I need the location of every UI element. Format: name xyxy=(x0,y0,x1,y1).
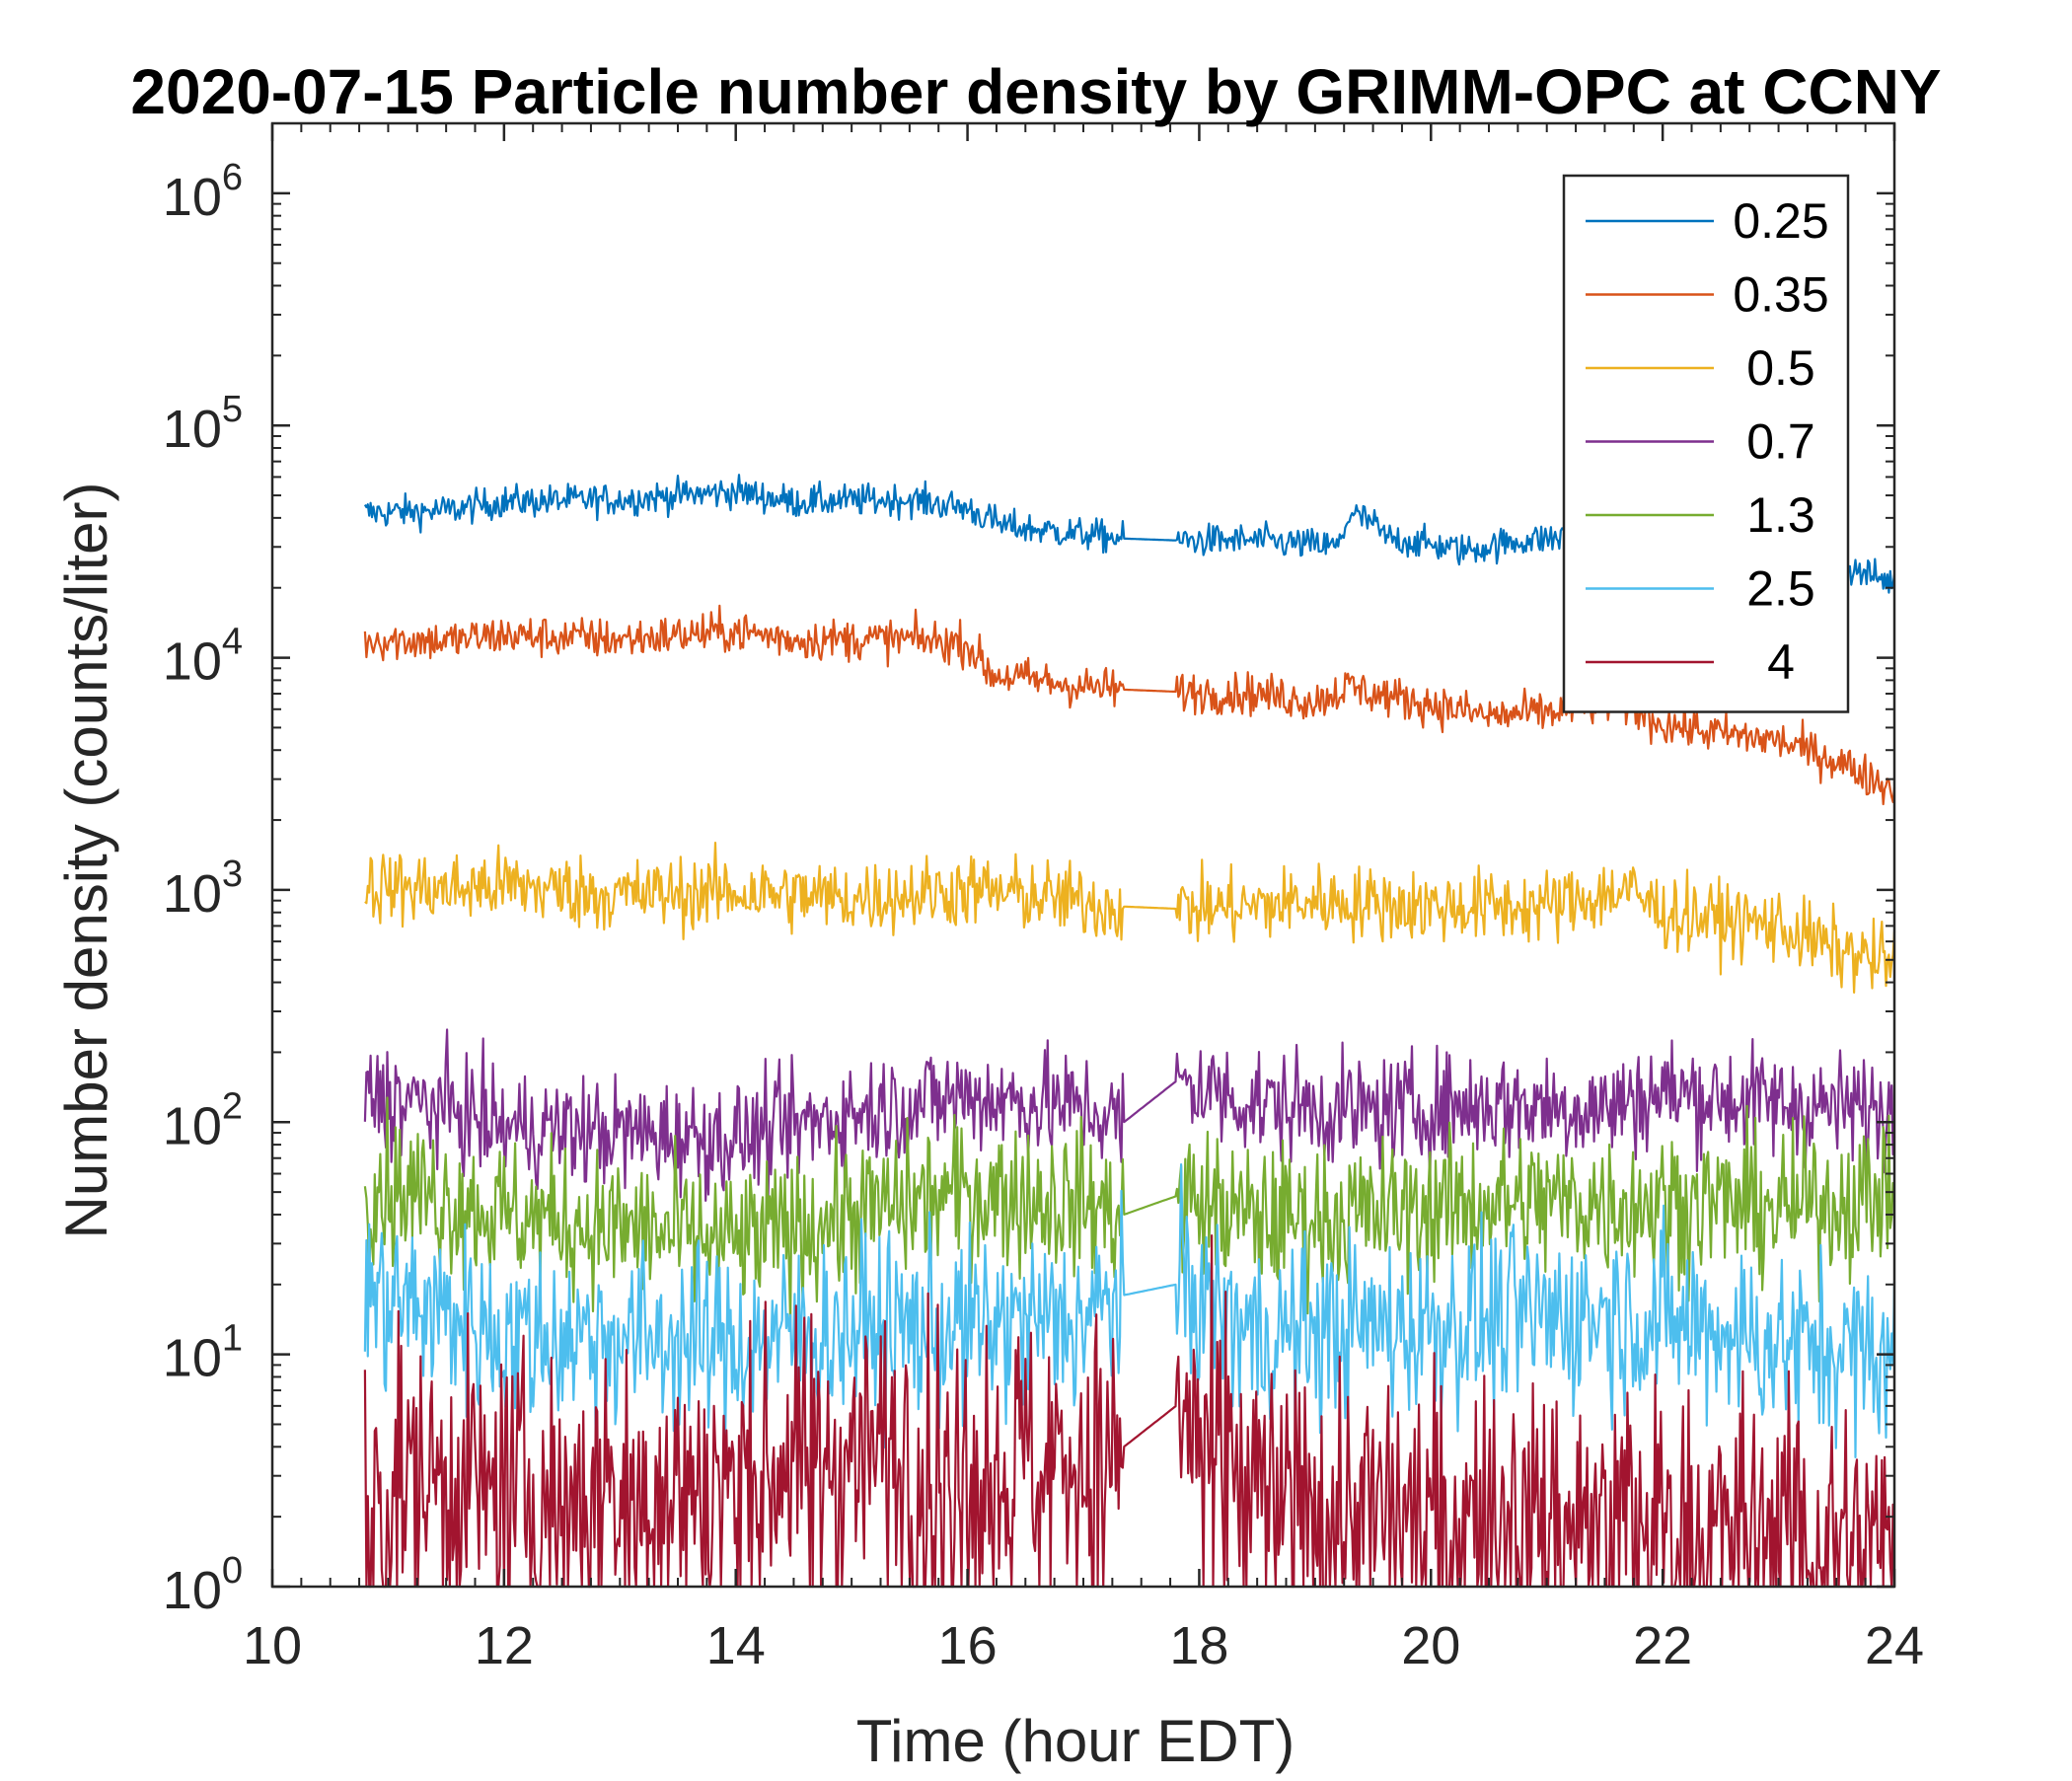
series-line-0_7 xyxy=(363,1028,1896,1202)
y-tick-label: 106 xyxy=(163,157,243,227)
legend-label: 1.3 xyxy=(1746,487,1815,543)
legend-label: 2.5 xyxy=(1746,561,1815,617)
x-tick-label: 16 xyxy=(938,1616,998,1675)
plot-lines xyxy=(363,474,1896,1589)
x-tick-label: 12 xyxy=(475,1616,534,1675)
legend-label: 0.5 xyxy=(1746,340,1815,396)
legend: 0.25 0.35 0.5 0.7 1.3 2.5 4 xyxy=(1562,174,1850,713)
y-tick-label: 101 xyxy=(163,1318,243,1388)
y-tick-label: 100 xyxy=(163,1550,243,1620)
x-tick-label: 20 xyxy=(1401,1616,1460,1675)
series-line-0_5 xyxy=(364,842,1896,994)
x-axis-label: Time (hour EDT) xyxy=(856,1708,1295,1774)
y-tick-label: 103 xyxy=(163,853,243,924)
x-tick-label: 24 xyxy=(1865,1616,1924,1675)
y-axis-label: Number density (counts/liter) xyxy=(53,482,119,1239)
legend-label: 0.7 xyxy=(1746,414,1815,470)
series-line-2_5 xyxy=(363,1163,1896,1458)
x-tick-label: 14 xyxy=(706,1616,766,1675)
x-tick-label: 10 xyxy=(243,1616,302,1675)
axes: 10 12 14 16 18 20 22 24 100 101 102 103 104 105 106 xyxy=(163,121,1924,1675)
legend-label: 0.35 xyxy=(1733,267,1828,323)
x-tick-label: 18 xyxy=(1169,1616,1228,1675)
legend-label: 4 xyxy=(1767,634,1795,690)
series-line-4 xyxy=(363,1234,1896,1589)
series-line-0_35 xyxy=(363,604,1896,806)
y-tick-label: 102 xyxy=(163,1085,243,1155)
legend-label: 0.25 xyxy=(1733,193,1828,249)
chart-title: 2020-07-15 Particle number density by GR… xyxy=(130,56,1942,127)
y-tick-label: 104 xyxy=(163,622,243,692)
y-tick-label: 105 xyxy=(163,389,243,459)
x-tick-label: 22 xyxy=(1633,1616,1692,1675)
legend-box xyxy=(1562,174,1850,713)
series-line-1_3 xyxy=(363,1096,1896,1327)
